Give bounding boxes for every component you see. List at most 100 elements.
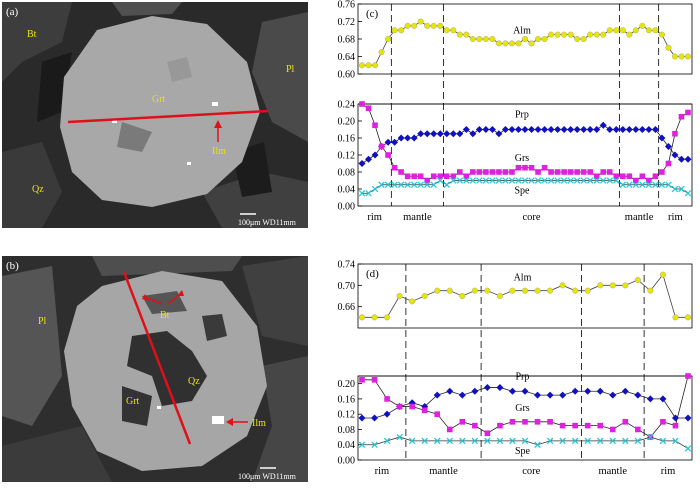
series-grs-bottom [359,373,691,440]
series-prp-bottom [358,383,692,422]
point-prp [371,414,379,422]
point-alm [421,293,428,300]
point-alm [482,36,489,43]
point-prp [365,155,373,163]
series-label-spe: Spe [515,446,531,457]
plot-frame-top [357,263,693,329]
point-alm [547,287,554,294]
point-spe [489,177,496,184]
point-spe [593,177,600,184]
series-prp-bottom [358,121,692,167]
point-prp [508,387,516,395]
point-prp [546,391,554,399]
point-spe [430,181,437,189]
point-grs [660,419,666,425]
point-alm [597,282,604,289]
point-alm [652,27,659,34]
y-tick-label-bottom: 0.00 [338,456,356,467]
point-prp [433,391,441,399]
point-alm [647,287,654,294]
series-label-alm: Alm [514,273,532,284]
point-grs [639,173,646,180]
point-prp [571,387,579,395]
point-prp [514,126,522,133]
point-alm [580,36,587,43]
chart-d: 0.66 0.70 0.74 Alm 0.00 0.04 0.08 0.12 0.16 0.20 P… [338,260,693,477]
point-prp [554,126,562,133]
point-grs [411,173,417,180]
point-grs [597,422,604,429]
point-spe [632,181,640,189]
point-grs [672,422,679,429]
point-prp [358,160,366,167]
y-tick-label-bottom: 0.04 [338,440,356,451]
point-spe [383,437,391,445]
point-alm [548,31,555,38]
point-grs [421,407,428,414]
point-alm [463,31,470,38]
point-prp [541,126,549,133]
point-grs [497,422,503,429]
point-alm [409,298,416,305]
point-alm [678,53,685,60]
point-alm [593,31,600,38]
point-alm [600,31,607,38]
point-prp [619,126,627,133]
point-spe [508,177,516,184]
point-prp [423,130,431,138]
point-grs [371,377,378,383]
point-prp [625,126,633,133]
point-grs [470,169,476,175]
point-grs [509,419,516,425]
point-spe [580,177,587,184]
point-spe [684,189,692,197]
y-tick-label-bottom: 0.16 [338,394,356,405]
point-grs [359,101,365,107]
point-alm [434,287,441,294]
point-alm [450,27,457,34]
y-tick-label-bottom: 0.04 [338,185,356,196]
y-tick-label-bottom: 0.20 [338,379,356,390]
point-prp [609,391,617,399]
point-grs [409,403,415,410]
point-prp [521,387,529,395]
point-grs [600,169,607,175]
point-grs [417,173,424,180]
point-spe [404,181,411,189]
point-alm [398,27,405,34]
point-prp [475,126,483,133]
point-grs [685,109,691,116]
point-grs [528,164,535,171]
point-prp [482,126,490,133]
chart-panel-label: (c) [366,8,379,20]
point-alm [396,293,403,300]
point-spe [619,181,627,189]
point-grs [620,173,626,180]
zone-label-rim: rim [367,212,382,223]
point-prp [547,126,555,133]
point-grs [430,173,437,180]
point-prp [410,134,418,142]
point-prp [446,387,454,395]
point-alm [459,293,466,300]
point-grs [509,169,515,175]
point-spe [534,177,542,184]
point-alm [411,22,418,29]
point-spe [567,177,574,184]
point-spe [456,177,464,184]
point-spe [521,437,529,445]
traverse-line-a [67,109,269,124]
point-spe [417,181,424,189]
point-grs [541,164,548,171]
point-prp [391,138,399,146]
point-prp [645,126,653,133]
mineral-label-ilm-a: Ilm [212,146,226,157]
sem-image-b: (b) Bt Pl Qz Grt Ilm 100μm WD11mm [2,256,308,482]
y-tick-label-bottom: 0.12 [338,410,356,421]
point-spe [471,437,479,445]
point-prp [573,126,581,133]
point-prp [528,126,536,133]
point-alm [567,31,574,38]
y-tick-label-top: 0.76 [338,0,356,11]
point-spe [358,441,366,448]
